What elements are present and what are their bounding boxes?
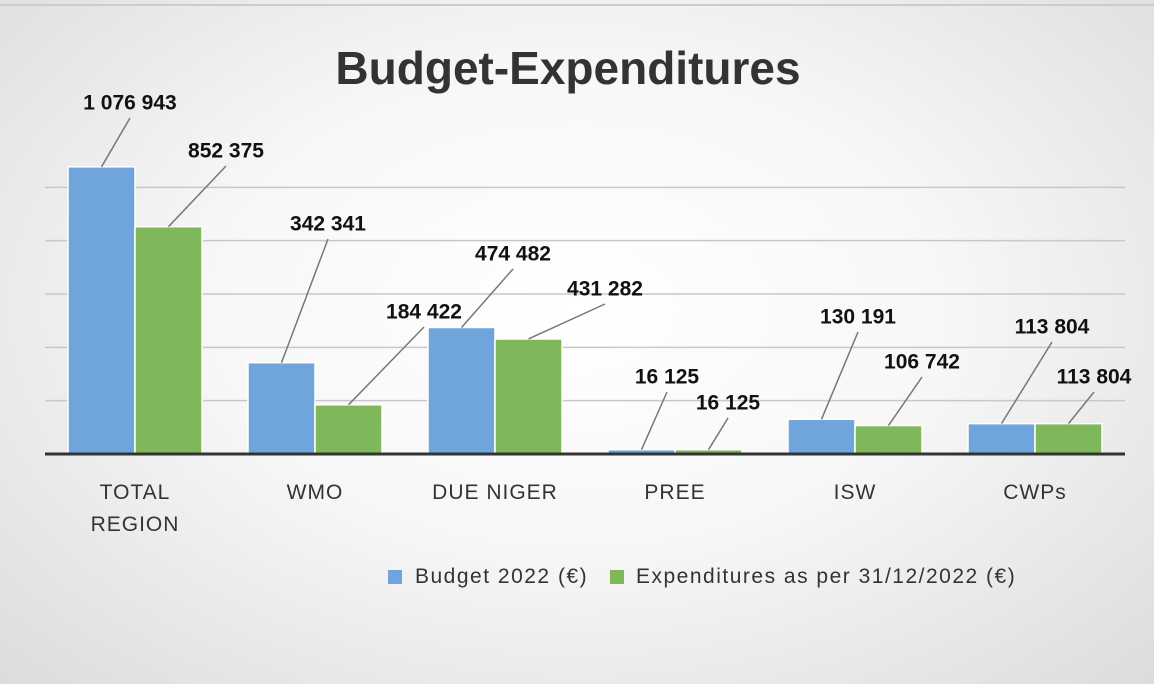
x-tick-label: DUE NIGER (432, 481, 558, 504)
value-label: 16 125 (696, 392, 761, 415)
bar (494, 338, 563, 455)
value-label: 130 191 (820, 306, 896, 329)
leader-line (100, 117, 131, 168)
bar (314, 404, 383, 455)
value-label: 113 804 (1057, 366, 1132, 389)
value-label: 1 076 943 (83, 92, 176, 115)
legend-label: Expenditures as per 31/12/2022 (€) (636, 565, 1017, 588)
leader-line (640, 391, 668, 451)
legend-label: Budget 2022 (€) (415, 565, 589, 588)
bar (854, 424, 923, 455)
value-label: 431 282 (567, 278, 643, 301)
leader-line (887, 376, 923, 426)
value-label: 16 125 (635, 366, 700, 389)
value-label: 106 742 (884, 351, 960, 374)
bar (1034, 422, 1103, 455)
x-tick-label: WMO (286, 481, 344, 504)
x-tick-label: CWPs (1003, 481, 1067, 504)
bar (967, 422, 1036, 455)
leader-line (1067, 391, 1095, 425)
x-tick-label: PREE (644, 481, 706, 504)
bar (427, 326, 496, 455)
leader-line (1000, 341, 1053, 425)
leader-line (167, 165, 227, 228)
value-label: 113 804 (1015, 316, 1090, 339)
legend-swatch (388, 570, 402, 584)
bar (247, 361, 316, 455)
leader-line (820, 331, 859, 420)
legend-swatch (610, 570, 624, 584)
value-label: 342 341 (290, 213, 366, 236)
value-label: 474 482 (475, 243, 551, 266)
leader-line (707, 417, 729, 451)
chart-title: Budget-Expenditures (335, 42, 800, 94)
bar (787, 418, 856, 455)
value-label: 184 422 (386, 301, 462, 324)
leader-line (528, 303, 606, 340)
value-label: 852 375 (188, 140, 264, 163)
leader-line (460, 268, 514, 328)
leader-line (280, 238, 329, 363)
leader-line (347, 326, 425, 406)
bar (134, 225, 203, 455)
x-tick-label: TOTAL REGION (90, 481, 180, 536)
bar (67, 166, 136, 455)
x-tick-label: ISW (833, 481, 877, 504)
